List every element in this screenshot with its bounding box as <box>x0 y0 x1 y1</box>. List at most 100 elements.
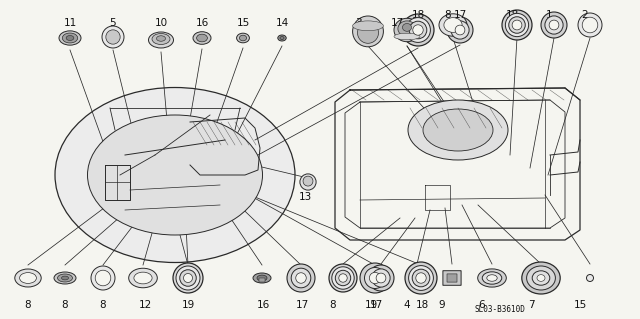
Ellipse shape <box>372 269 390 287</box>
Text: 5: 5 <box>109 18 116 28</box>
Ellipse shape <box>278 35 286 41</box>
Text: 18: 18 <box>412 10 424 20</box>
FancyBboxPatch shape <box>443 271 461 285</box>
Text: 16: 16 <box>195 18 209 28</box>
Ellipse shape <box>193 32 211 44</box>
Ellipse shape <box>412 269 430 287</box>
Ellipse shape <box>402 14 434 46</box>
Ellipse shape <box>300 174 316 190</box>
Ellipse shape <box>447 17 473 43</box>
Ellipse shape <box>444 18 462 32</box>
Ellipse shape <box>173 263 203 293</box>
Ellipse shape <box>369 272 381 284</box>
Ellipse shape <box>353 21 383 31</box>
Ellipse shape <box>129 268 157 288</box>
Ellipse shape <box>502 10 532 40</box>
Ellipse shape <box>329 264 357 292</box>
Text: 15: 15 <box>236 18 250 28</box>
Text: 19: 19 <box>364 300 378 310</box>
Ellipse shape <box>66 35 74 41</box>
Text: 8: 8 <box>100 300 106 310</box>
Ellipse shape <box>102 26 124 48</box>
Text: 10: 10 <box>154 18 168 28</box>
Ellipse shape <box>532 271 550 285</box>
Text: 13: 13 <box>298 192 312 202</box>
Ellipse shape <box>406 18 430 42</box>
Bar <box>259 278 265 281</box>
Ellipse shape <box>477 269 506 287</box>
Text: 17: 17 <box>296 300 308 310</box>
Ellipse shape <box>196 34 207 42</box>
Ellipse shape <box>152 33 170 44</box>
Ellipse shape <box>176 266 200 290</box>
Ellipse shape <box>20 273 36 283</box>
Text: 2: 2 <box>582 10 588 20</box>
Text: 8: 8 <box>445 10 451 20</box>
Text: 1: 1 <box>546 10 552 20</box>
Ellipse shape <box>509 17 525 33</box>
Text: SL03-B3610D: SL03-B3610D <box>475 305 525 314</box>
Ellipse shape <box>413 275 420 281</box>
Text: 4: 4 <box>404 300 410 310</box>
Text: 14: 14 <box>275 18 289 28</box>
Ellipse shape <box>439 14 467 36</box>
Ellipse shape <box>157 36 166 41</box>
Ellipse shape <box>106 30 120 44</box>
Ellipse shape <box>180 270 196 286</box>
Ellipse shape <box>578 13 602 37</box>
Ellipse shape <box>522 262 560 294</box>
Text: 8: 8 <box>25 300 31 310</box>
Ellipse shape <box>376 273 386 283</box>
Ellipse shape <box>394 33 420 40</box>
Text: 7: 7 <box>528 300 534 310</box>
Ellipse shape <box>253 273 271 283</box>
Ellipse shape <box>455 25 465 35</box>
Ellipse shape <box>549 20 559 30</box>
Ellipse shape <box>413 25 423 35</box>
Text: 15: 15 <box>573 300 587 310</box>
Ellipse shape <box>184 273 193 283</box>
Ellipse shape <box>358 22 378 43</box>
Ellipse shape <box>237 33 250 43</box>
Ellipse shape <box>506 13 529 37</box>
Ellipse shape <box>408 100 508 160</box>
Ellipse shape <box>88 115 262 235</box>
Ellipse shape <box>487 275 497 281</box>
Ellipse shape <box>62 33 77 43</box>
Text: 8: 8 <box>330 300 336 310</box>
Ellipse shape <box>409 21 427 39</box>
Ellipse shape <box>586 275 593 281</box>
Text: 19: 19 <box>181 300 195 310</box>
Ellipse shape <box>394 18 420 42</box>
Text: 16: 16 <box>257 300 269 310</box>
Ellipse shape <box>545 16 563 34</box>
Text: 17: 17 <box>453 10 467 20</box>
Ellipse shape <box>365 268 385 288</box>
Ellipse shape <box>527 266 556 290</box>
Ellipse shape <box>368 265 394 291</box>
Ellipse shape <box>287 264 315 292</box>
Ellipse shape <box>239 35 246 41</box>
Ellipse shape <box>296 273 307 283</box>
Ellipse shape <box>405 262 437 294</box>
Ellipse shape <box>483 272 502 284</box>
Ellipse shape <box>95 270 111 286</box>
Ellipse shape <box>512 20 522 30</box>
Ellipse shape <box>403 24 412 31</box>
Text: 8: 8 <box>61 300 68 310</box>
Ellipse shape <box>537 275 545 281</box>
Ellipse shape <box>134 272 152 284</box>
Ellipse shape <box>360 263 390 293</box>
Ellipse shape <box>15 269 41 287</box>
Ellipse shape <box>54 272 76 284</box>
Ellipse shape <box>148 32 173 48</box>
Ellipse shape <box>61 276 68 280</box>
Ellipse shape <box>91 266 115 290</box>
Text: 11: 11 <box>63 18 77 28</box>
Text: 3: 3 <box>355 18 362 28</box>
Text: 18: 18 <box>415 300 429 310</box>
Text: 18: 18 <box>506 10 518 20</box>
Ellipse shape <box>416 273 426 283</box>
Ellipse shape <box>339 274 347 282</box>
Ellipse shape <box>291 268 311 288</box>
